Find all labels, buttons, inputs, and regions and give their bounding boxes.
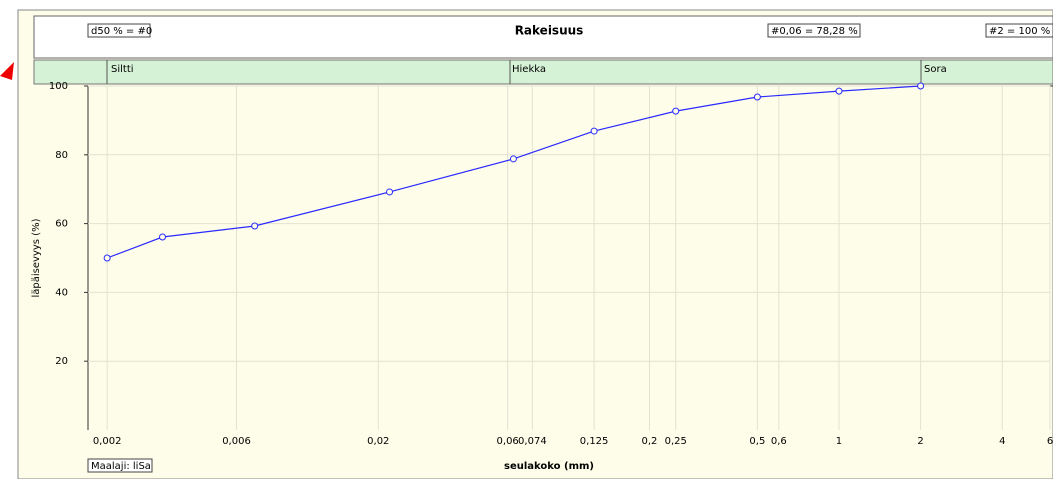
header-field bbox=[767, 23, 861, 38]
data-point bbox=[590, 127, 598, 135]
arrow-marker bbox=[0, 62, 14, 80]
x-tick-label: 0,02 bbox=[367, 436, 389, 447]
y-tick-label: 40 bbox=[55, 287, 68, 298]
header-field bbox=[985, 23, 1053, 38]
data-point bbox=[386, 188, 394, 196]
x-axis-label: seulakoko (mm) bbox=[504, 461, 594, 472]
data-point bbox=[509, 155, 517, 163]
x-tick-label: 0,2 bbox=[642, 436, 658, 447]
series-line bbox=[106, 85, 921, 259]
y-tick-label: 20 bbox=[55, 356, 68, 367]
header-left: d50 % = #0 bbox=[91, 26, 152, 37]
x-tick-label: 2 bbox=[917, 436, 923, 447]
x-tick-label: 4 bbox=[999, 436, 1005, 447]
y-tick-label: 80 bbox=[55, 150, 68, 161]
y-axis-label: läpäisevyys (%) bbox=[31, 218, 42, 297]
header-field bbox=[87, 23, 151, 38]
x-tick-label: 0,06 bbox=[497, 436, 519, 447]
x-tick-label: 0,25 bbox=[665, 436, 687, 447]
data-point bbox=[103, 254, 111, 262]
data-point bbox=[672, 107, 680, 115]
data-point bbox=[251, 222, 259, 230]
band-label: Sora bbox=[924, 64, 947, 75]
footer-box bbox=[87, 458, 153, 473]
data-point bbox=[835, 87, 843, 95]
x-tick-label: 1 bbox=[836, 436, 842, 447]
header-box bbox=[33, 15, 1053, 59]
x-tick-label: 0,002 bbox=[93, 436, 122, 447]
x-tick-label: 0,074 bbox=[518, 436, 547, 447]
y-tick-label: 100 bbox=[49, 81, 68, 92]
header-mid: #0,06 = 78,28 % bbox=[771, 26, 858, 37]
chart-title: Rakeisuus bbox=[515, 24, 584, 38]
band-label: Hiekka bbox=[512, 64, 546, 75]
data-point bbox=[753, 93, 761, 101]
x-tick-label: 6 bbox=[1047, 436, 1053, 447]
x-tick-label: 0,5 bbox=[749, 436, 765, 447]
data-point bbox=[917, 82, 925, 90]
soil-band bbox=[33, 59, 1053, 85]
x-tick-label: 0,125 bbox=[580, 436, 609, 447]
header-right: #2 = 100 % bbox=[989, 26, 1050, 37]
x-tick-label: 0,6 bbox=[771, 436, 787, 447]
data-point bbox=[158, 233, 166, 241]
y-tick-label: 60 bbox=[55, 219, 68, 230]
band-label: Siltti bbox=[111, 64, 134, 75]
footer: Maalaji: liSa bbox=[91, 461, 151, 472]
x-tick-label: 0,006 bbox=[222, 436, 251, 447]
